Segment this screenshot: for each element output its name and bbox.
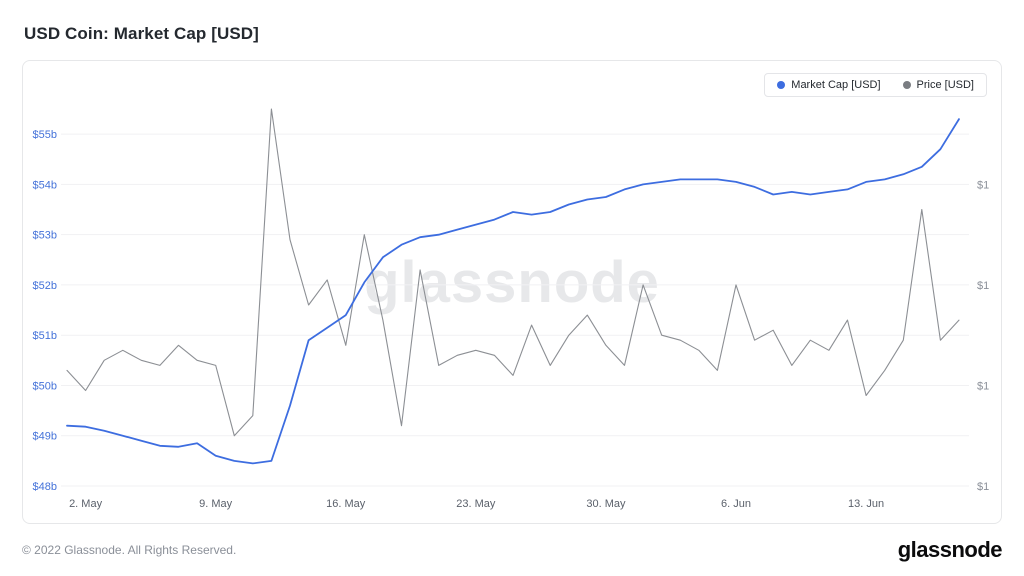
market-cap-line: [66, 118, 960, 465]
y-axis-label-left: $55b: [33, 129, 57, 141]
legend-label-price: Price [USD]: [916, 79, 974, 91]
page-title: USD Coin: Market Cap [USD]: [24, 24, 259, 43]
x-axis-label: 16. May: [326, 498, 366, 510]
x-axis-label: 23. May: [456, 498, 496, 510]
watermark: glassnode: [364, 250, 660, 315]
y-axis-label-left: $53b: [33, 230, 57, 242]
y-axis-label-left: $54b: [33, 179, 57, 191]
y-axis-label-left: $50b: [33, 380, 57, 392]
legend-item-market-cap[interactable]: Market Cap [USD]: [777, 79, 881, 91]
price-line: [66, 108, 960, 437]
y-axis-label-right: $1: [977, 280, 989, 292]
chart-legend: Market Cap [USD] Price [USD]: [764, 73, 987, 97]
legend-dot-market-cap-icon: [777, 81, 786, 89]
chart-card: glassnode $55b $54b $53b $52b $51b $50b $49b $4…: [22, 60, 1002, 524]
x-axis-label: 9. May: [199, 498, 233, 510]
y-axis-label-left: $48b: [33, 481, 57, 493]
chart-plot-area[interactable]: $55b $54b $53b $52b $51b $50b $49b $48b $1 $1 $1 $1…: [23, 61, 1002, 524]
glassnode-logo[interactable]: glassnode: [897, 537, 1003, 562]
y-axis-label-left: $51b: [33, 330, 57, 342]
legend-label-market-cap: Market Cap [USD]: [791, 79, 881, 91]
y-axis-label-left: $49b: [33, 431, 57, 443]
y-axis-label-left: $52b: [33, 280, 57, 292]
copyright-text: © 2022 Glassnode. All Rights Reserved.: [22, 543, 237, 557]
y-axis-label-right: $1: [977, 481, 989, 493]
y-axis-label-right: $1: [977, 380, 989, 392]
x-axis-label: 30. May: [586, 498, 626, 510]
x-axis-label: 2. May: [69, 498, 103, 510]
y-axis-label-right: $1: [977, 179, 989, 191]
legend-item-price[interactable]: Price [USD]: [902, 79, 974, 91]
legend-dot-price-icon: [902, 81, 911, 89]
x-axis-label: 6. Jun: [721, 498, 751, 510]
x-axis-label: 13. Jun: [848, 498, 884, 510]
footer: © 2022 Glassnode. All Rights Reserved. g…: [22, 537, 1003, 563]
